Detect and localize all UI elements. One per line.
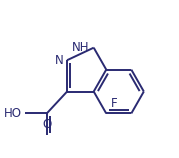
Text: N: N <box>54 54 63 67</box>
Text: HO: HO <box>4 107 22 120</box>
Text: NH: NH <box>72 41 89 54</box>
Text: F: F <box>111 97 118 110</box>
Text: O: O <box>42 118 51 131</box>
